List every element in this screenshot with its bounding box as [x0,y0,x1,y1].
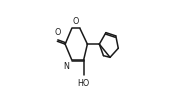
Text: O: O [73,17,79,26]
Text: O: O [54,28,60,37]
Text: HO: HO [77,79,90,88]
Text: N: N [63,62,69,71]
